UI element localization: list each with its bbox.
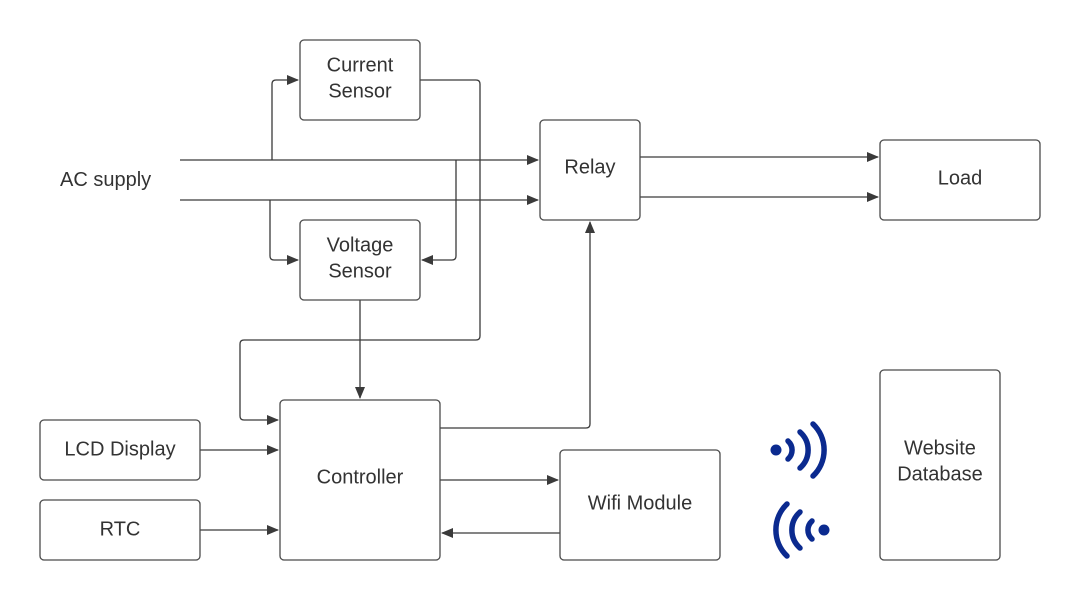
lcd-display-label: LCD Display <box>64 438 175 460</box>
controller-block: Controller <box>279 399 441 561</box>
connectors <box>180 75 879 538</box>
rtc-block: RTC <box>39 499 201 561</box>
voltage-sensor-label-line2: Sensor <box>328 260 392 282</box>
load-label: Load <box>938 167 983 189</box>
current-sensor-label-line1: Current <box>327 54 394 76</box>
ac-supply-label: AC supply <box>60 169 151 191</box>
relay-block: Relay <box>539 119 641 221</box>
lcd-display-block: LCD Display <box>39 419 201 481</box>
wifi-module-label: Wifi Module <box>588 492 692 514</box>
load-block: Load <box>879 139 1041 221</box>
wifi-module-block: Wifi Module <box>559 449 721 561</box>
wireless-signal-left-icon <box>773 501 830 559</box>
rtc-label: RTC <box>100 518 141 540</box>
website-database-label-line1: Website <box>904 437 976 459</box>
website-database-block: Website Database <box>879 369 1001 561</box>
voltage-sensor-label-line1: Voltage <box>327 234 394 256</box>
line-to-voltage-sensor-right <box>421 160 457 265</box>
current-sensor-block: Current Sensor <box>299 39 421 121</box>
relay-label: Relay <box>564 156 615 178</box>
ac-to-current-sensor <box>271 75 299 160</box>
website-database-label-line2: Database <box>897 463 983 485</box>
controller-label: Controller <box>317 466 404 488</box>
controller-to-relay <box>440 221 595 429</box>
wireless-signal-right-icon <box>770 421 827 479</box>
voltage-sensor-block: Voltage Sensor <box>299 219 421 301</box>
current-sensor-label-line2: Sensor <box>328 80 392 102</box>
ac-to-voltage-sensor <box>269 200 299 265</box>
